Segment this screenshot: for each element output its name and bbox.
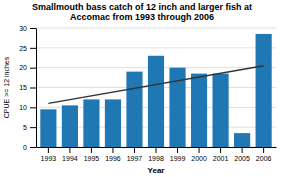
bar [83,99,99,147]
plot: 1993199419951996199719981999200020012005… [19,25,276,162]
x-tick-mark [199,147,200,153]
x-tick-label: 1996 [105,155,121,162]
bar [126,72,142,147]
x-tick-label: 2001 [213,155,229,162]
y-axis-line [36,29,37,148]
bar [234,133,250,147]
chart: Smallmouth bass catch of 12 inch and lar… [0,0,284,177]
x-tick: 1999 [170,147,186,162]
x-tick-label: 1995 [84,155,100,162]
y-tick-label: 20 [19,64,27,71]
y-tick: 5 [23,124,36,131]
x-tick-mark [156,147,157,153]
x-tick-mark [134,147,135,153]
x-tick: 2001 [213,147,229,162]
y-tick-mark [30,48,36,49]
x-tick-mark [69,147,70,153]
x-tick: 1998 [148,147,164,162]
grid [36,28,276,147]
bar [105,99,121,147]
y-tick-mark [30,147,36,148]
y-tick-mark [30,107,36,108]
x-tick-mark [263,147,264,153]
bar [40,109,56,147]
x-tick-label: 1998 [148,155,164,162]
y-tick-mark [30,28,36,29]
x-tick-mark [177,147,178,153]
title-line: Smallmouth bass catch of 12 inch and lar… [32,2,252,12]
y-tick-label: 15 [19,84,27,91]
y-tick: 25 [19,45,36,52]
grid-line [36,28,276,29]
bar [148,56,164,147]
y-tick: 10 [19,104,36,111]
trend-line [48,66,263,104]
bar [213,74,229,147]
y-tick: 15 [19,84,36,91]
x-tick: 2000 [191,147,207,162]
title: Smallmouth bass catch of 12 inch and lar… [32,2,252,22]
x-tick-label: 2005 [234,155,250,162]
y-tick: 20 [19,64,36,71]
bar [62,105,78,147]
y-axis-title: CPUE >= 12 inches [3,56,10,118]
x-tick: 1993 [41,147,57,162]
x-tick-mark [242,147,243,153]
y-tick-label: 10 [19,104,27,111]
y-tick: 0 [23,144,36,151]
x-tick-mark [91,147,92,153]
x-tick-label: 1997 [127,155,143,162]
x-tick-mark [112,147,113,153]
y-axis: 0 5 10 15 20 25 30 [19,25,36,151]
x-tick: 1997 [127,147,143,162]
marks [40,34,271,147]
y-tick-mark [30,88,36,89]
bar [191,74,207,147]
y-tick-label: 25 [19,45,27,52]
x-tick-label: 2006 [256,155,272,162]
bar [256,34,272,147]
y-tick-mark [30,68,36,69]
x-tick: 1996 [105,147,121,162]
y-tick-label: 30 [19,25,27,32]
x-tick-label: 1994 [62,155,78,162]
x-tick-mark [48,147,49,153]
x-tick: 2005 [234,147,250,162]
grid-line [36,47,276,48]
title-line: Accomac from 1993 through 2006 [70,12,214,22]
x-tick: 2006 [256,147,272,162]
x-axis-title: Year [148,166,165,175]
x-tick: 1995 [84,147,100,162]
y-tick-label: 0 [23,144,27,151]
x-tick-label: 1999 [170,155,186,162]
x-tick-label: 2000 [191,155,207,162]
x-axis: 1993 1994 1995 1996 1997 1998 1999 2000 2001 2005… [37,147,277,162]
x-tick-mark [220,147,221,153]
x-tick-label: 1993 [41,155,57,162]
y-tick-mark [30,127,36,128]
y-tick: 30 [19,25,36,32]
y-tick-label: 5 [23,124,27,131]
x-tick: 1994 [62,147,78,162]
